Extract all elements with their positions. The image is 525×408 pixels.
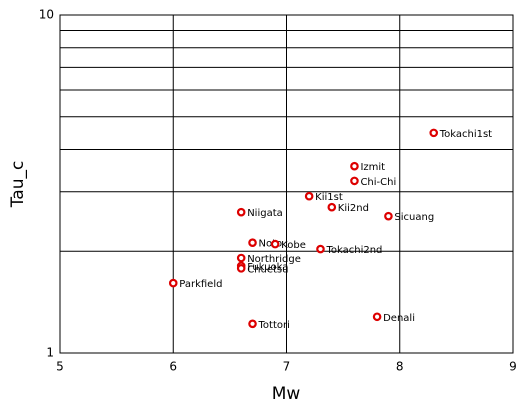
point-label: Chuetsu <box>247 264 288 275</box>
point <box>429 128 439 138</box>
point <box>350 161 359 171</box>
point-label: Sicuang <box>394 212 434 223</box>
point <box>384 211 393 221</box>
point-label: Noto <box>259 239 283 250</box>
point-label: Tokachi2nd <box>325 245 382 256</box>
point-label: Fukuoka <box>247 262 288 273</box>
y-tick-label: 10 <box>39 8 54 22</box>
point <box>350 176 359 186</box>
point <box>236 264 246 273</box>
point <box>248 319 257 329</box>
point <box>236 207 246 217</box>
x-axis-title: Mw <box>272 384 301 404</box>
point <box>304 191 314 201</box>
point-label: Kii1st <box>315 192 343 203</box>
y-tick-label: 1 <box>46 346 54 360</box>
point-label: Niigata <box>247 208 283 219</box>
x-tick-label: 9 <box>509 360 517 374</box>
point <box>270 239 280 249</box>
point <box>327 202 337 212</box>
point-label: Northridge <box>247 254 301 265</box>
point <box>372 312 382 322</box>
point <box>168 278 178 288</box>
x-tick-label: 8 <box>396 360 404 374</box>
y-axis-title: Tau_c <box>8 161 28 209</box>
point-label: Kobe <box>281 240 306 251</box>
point <box>236 253 246 263</box>
point-label: Kii2nd <box>338 203 369 214</box>
point <box>248 238 257 247</box>
point-label: Denali <box>383 313 415 324</box>
point <box>316 244 325 254</box>
point-label: Chi-Chi <box>360 177 396 188</box>
point-label: Izmit <box>360 162 385 173</box>
x-tick-label: 5 <box>56 360 64 374</box>
point-label: Tokachi1st <box>439 129 492 140</box>
x-tick-label: 6 <box>169 360 177 374</box>
x-tick-label: 7 <box>283 360 291 374</box>
point-label: Parkfield <box>179 279 222 290</box>
point-label: Tottori <box>258 320 290 331</box>
